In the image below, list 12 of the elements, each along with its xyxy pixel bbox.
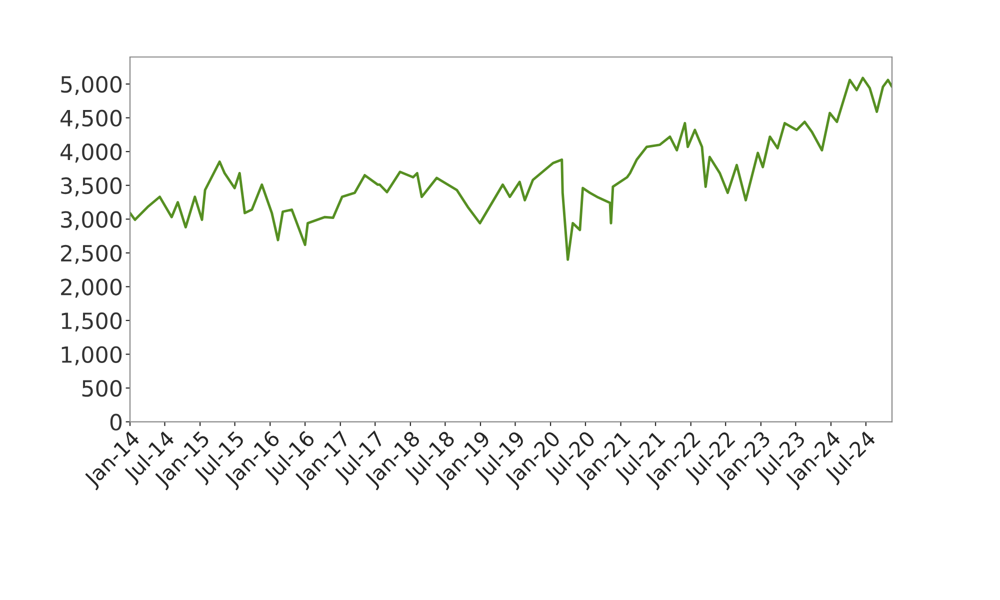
y-tick-label: 0 xyxy=(110,414,122,431)
line-series xyxy=(130,76,892,261)
y-tick-label: 1,000 xyxy=(62,346,122,366)
y-tick-label: 1,500 xyxy=(62,312,122,332)
y-tick-label: 3,000 xyxy=(61,211,122,230)
y-tick-label: 3,500 xyxy=(61,177,122,196)
y-tick-label: 2,500 xyxy=(61,244,122,264)
y-tick-label: 4,000 xyxy=(60,144,122,163)
y-tick-label: 2,000 xyxy=(61,278,122,298)
y-tick-label: 500 xyxy=(82,380,122,397)
y-tick-label: 4,500 xyxy=(60,110,122,129)
y-tick-label: 5,000 xyxy=(61,76,122,96)
